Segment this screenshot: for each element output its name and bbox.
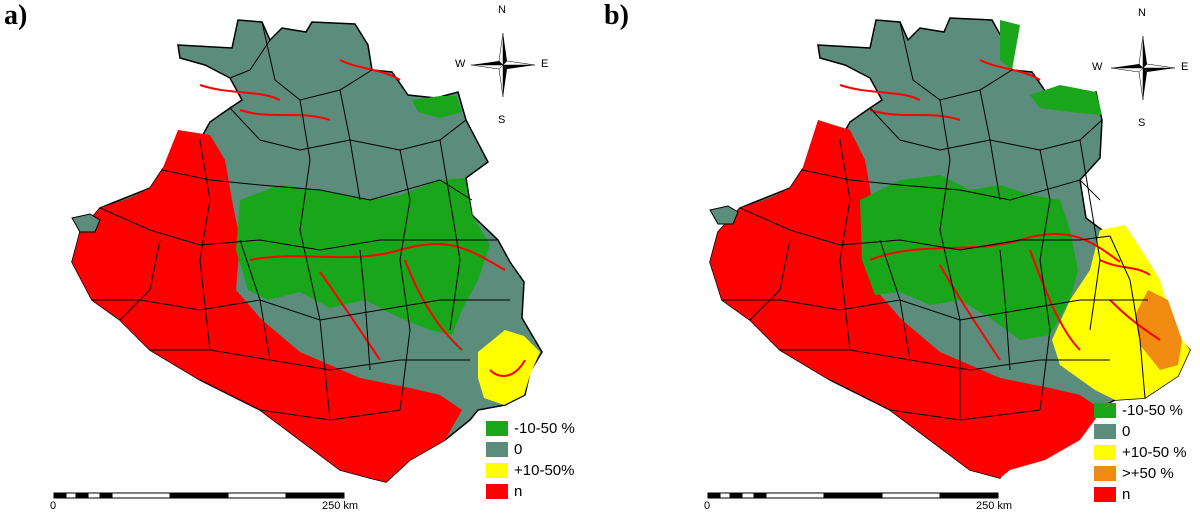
legend-swatch [1094,424,1116,439]
compass-s: S [1138,117,1146,129]
scale-start: 0 [704,500,711,512]
legend-item: 0 [486,439,575,460]
region-orange [1135,290,1182,370]
legend: -10-50 % 0 +10-50% n [486,418,575,502]
compass-s: S [498,114,506,126]
legend-swatch [486,463,508,478]
region-red-west [710,120,1102,478]
region-green-ne [412,96,462,118]
compass-e: E [541,58,549,70]
legend-swatch [1094,466,1116,481]
compass-rose-icon [470,32,536,98]
peninsula [709,205,739,225]
panel-label: b) [604,0,629,31]
region-red-west [72,130,462,482]
legend-item: +10-50% [486,460,575,481]
district-boundaries [722,21,1148,421]
legend-item: -10-50 % [1094,400,1187,421]
legend-item: -10-50 % [486,418,575,439]
compass-w: W [455,58,466,70]
scale-end: 250 km [322,500,359,512]
map-svg-b [707,17,1191,499]
river-network [199,59,526,377]
region-green [860,175,1078,340]
district-boundaries [92,21,510,421]
legend-swatch [1094,487,1116,502]
legend-swatch [486,421,508,436]
region-yellow [478,330,540,405]
legend-item: +10-50 % [1094,442,1187,463]
legend-swatch [1094,403,1116,418]
scale-bar [53,492,345,499]
panel-label: a) [4,0,28,31]
compass-e: E [1181,61,1189,73]
map-panel-a: a) [4,0,575,512]
compass-n: N [498,4,506,16]
legend-item: 0 [1094,421,1187,442]
legend-swatch [486,442,508,457]
peninsula [71,213,101,233]
scale-start: 0 [50,500,57,512]
compass-rose-icon [1110,35,1176,101]
legend: -10-50 % 0 +10-50 % >+50 % n [1094,400,1187,505]
legend-item: >+50 % [1094,463,1187,484]
scale-bar [707,492,999,499]
legend-swatch [1094,445,1116,460]
map-panel-b: b) [600,0,1200,516]
region-green-n [1000,20,1020,70]
legend-item: n [486,481,575,502]
scale-end: 250 km [976,500,1013,512]
map-svg-a [53,19,543,499]
legend-item: n [1094,484,1187,505]
legend-swatch [486,484,508,499]
compass-w: W [1092,61,1103,73]
region-green-ne [1030,85,1102,115]
compass-n: N [1138,7,1146,19]
